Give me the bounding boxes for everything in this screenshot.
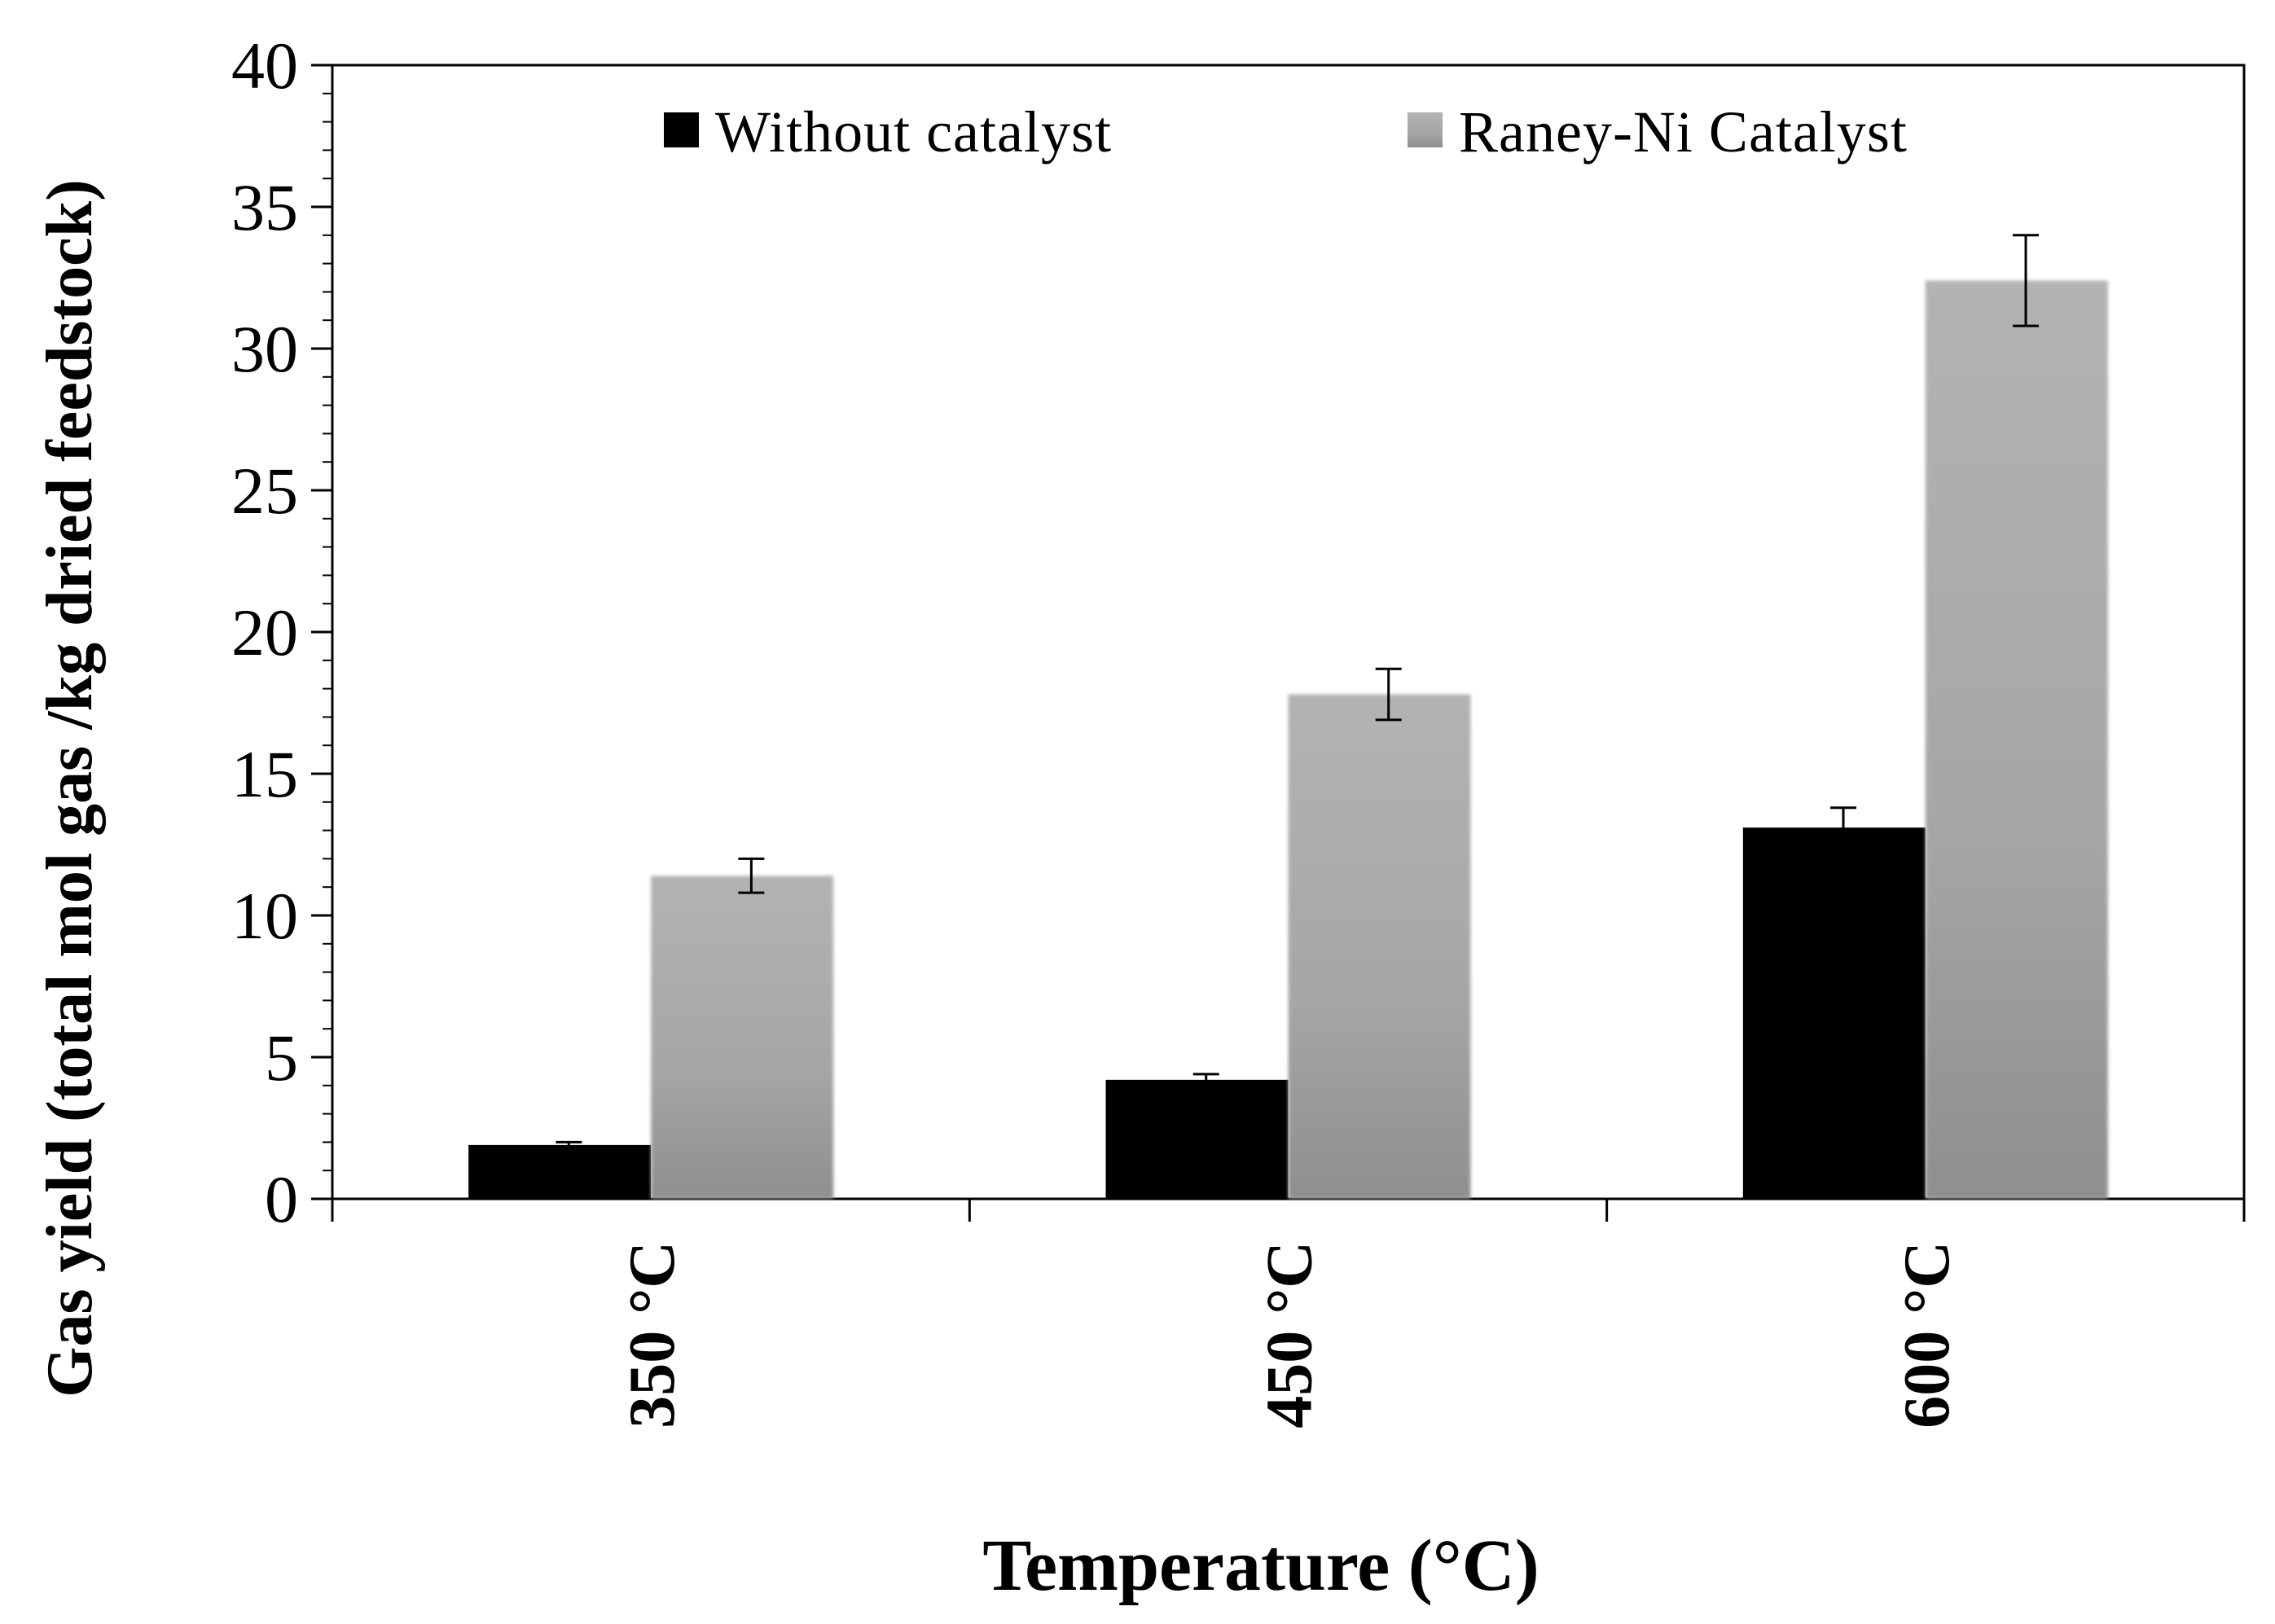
category-label-1: 350 °C (617, 1241, 688, 1429)
legend-swatch-raney-ni (1408, 112, 1443, 147)
y-tick-label: 5 (265, 1020, 298, 1095)
y-tick-label: 40 (231, 29, 298, 103)
bars (468, 280, 2108, 1200)
y-tick-label: 20 (231, 595, 298, 669)
bar-raney-ni-1 (651, 876, 834, 1199)
y-tick-label: 15 (231, 737, 298, 811)
x-axis-ticks (331, 1199, 2246, 1222)
y-tick-label: 25 (231, 454, 298, 528)
bar-without-catalyst-1 (468, 1144, 652, 1199)
y-axis-title: Gas yield (total mol gas /kg dried feeds… (34, 179, 106, 1397)
legend: Without catalyst Raney-Ni Catalyst (664, 99, 1908, 165)
category-label-3: 600 °C (1891, 1241, 1963, 1429)
y-tick-label: 10 (231, 879, 298, 953)
legend-label-raney-ni: Raney-Ni Catalyst (1459, 99, 1908, 165)
y-tick-label: 0 (265, 1162, 298, 1236)
y-tick-label: 35 (231, 170, 298, 244)
bar-raney-ni-3 (1925, 280, 2108, 1200)
y-tick-labels: 0 5 10 15 20 25 30 35 40 (231, 29, 298, 1236)
x-axis-title: Temperature (°C) (982, 1525, 1539, 1606)
category-labels: 350 °C 450 °C 600 °C (617, 1241, 1963, 1429)
category-label-2: 450 °C (1254, 1241, 1326, 1429)
bar-raney-ni-2 (1288, 694, 1471, 1199)
bar-without-catalyst-3 (1742, 827, 1926, 1199)
legend-label-without-catalyst: Without catalyst (715, 99, 1112, 165)
bar-without-catalyst-2 (1105, 1079, 1289, 1199)
legend-swatch-without-catalyst (664, 112, 699, 147)
error-bars (556, 234, 2040, 1149)
y-major-ticks (311, 64, 332, 1200)
y-tick-label: 30 (231, 312, 298, 386)
